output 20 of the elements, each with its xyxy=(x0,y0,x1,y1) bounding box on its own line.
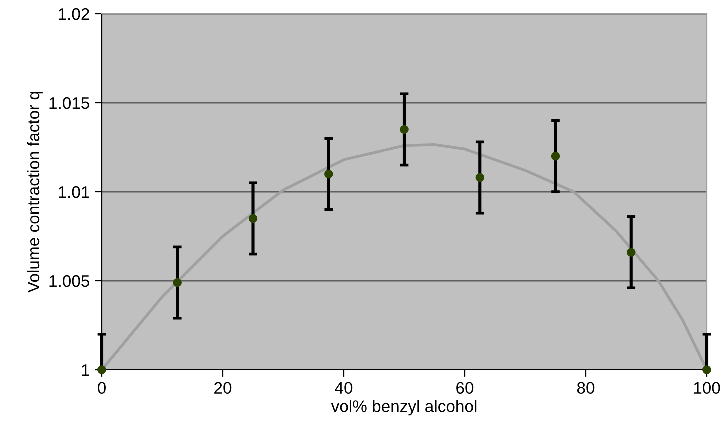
y-axis-title: Volume contraction factor q xyxy=(27,92,43,293)
point xyxy=(400,125,409,134)
x-tick-label: 0 xyxy=(98,382,106,394)
x-tick-label: 100 xyxy=(694,382,720,394)
x-axis-title: vol% benzyl alcohol xyxy=(331,400,477,416)
point xyxy=(627,248,636,257)
y-tick-label: 1.015 xyxy=(50,97,90,110)
point xyxy=(248,214,258,224)
y-tick-label: 1.02 xyxy=(59,8,90,20)
y-tick-label: 1.005 xyxy=(50,275,90,288)
y-tick-label: 1 xyxy=(82,364,90,376)
point xyxy=(173,278,182,288)
x-tick-label: 80 xyxy=(577,382,595,394)
x-tick-label: 20 xyxy=(214,382,232,394)
x-tick-label: 60 xyxy=(456,382,474,394)
y-tick-label: 1.01 xyxy=(59,186,90,198)
x-tick-label: 40 xyxy=(335,382,353,394)
point xyxy=(551,152,560,161)
point xyxy=(324,170,334,179)
point xyxy=(476,173,484,182)
